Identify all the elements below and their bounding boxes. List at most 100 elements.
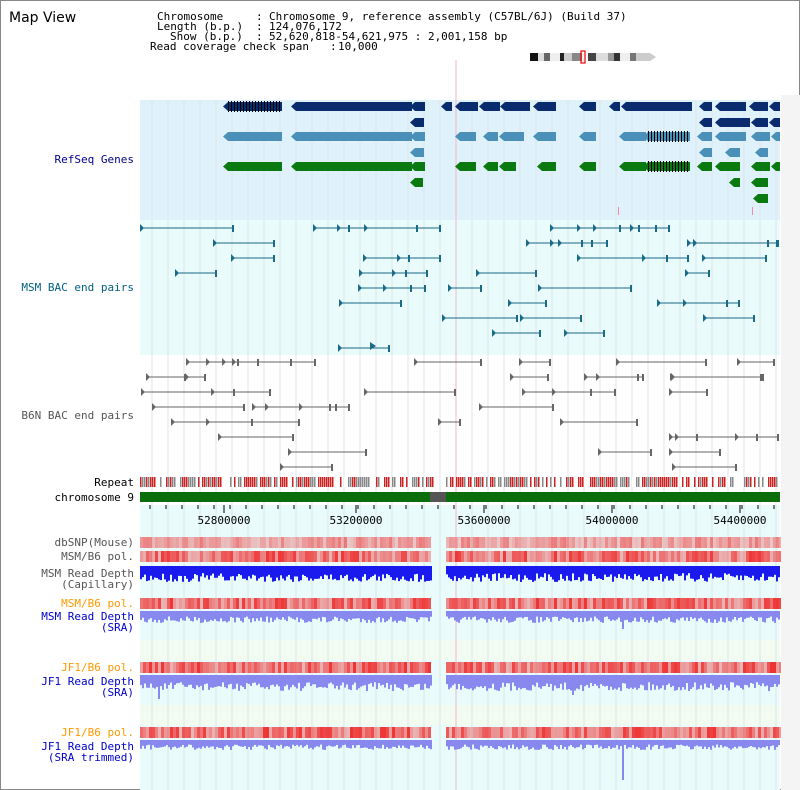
jf1-pol-heat	[521, 662, 524, 673]
jf1-depth-sra	[702, 675, 704, 690]
msm-depth-sra	[210, 611, 212, 620]
track-label-b6n-bac[interactable]: B6N BAC end pairs	[21, 409, 134, 422]
msm-depth-cap	[762, 566, 764, 574]
jf1-pol-heat	[767, 662, 770, 673]
msm-pol-heat	[224, 551, 227, 562]
repeat-mark	[268, 477, 270, 487]
jf1-depth-sra	[186, 675, 188, 687]
msm-depth-sra	[604, 611, 606, 617]
jf1-depth-trim	[482, 740, 484, 747]
track-label-jf1-b6-pol-2[interactable]: JF1/B6 pol.	[61, 726, 134, 739]
dbsnp-heat	[566, 537, 569, 548]
repeat-mark	[624, 477, 626, 487]
jf1-pol2-heat	[311, 727, 314, 738]
track-label-refseq[interactable]: RefSeq Genes	[54, 153, 134, 166]
msm-depth-sra	[426, 611, 428, 618]
jf1-depth-trim	[690, 740, 692, 750]
jf1-depth-sra	[148, 675, 150, 688]
dbsnp-heat	[494, 537, 497, 548]
jf1-pol2-heat	[728, 727, 731, 738]
jf1-depth-trim	[310, 740, 312, 748]
jf1-depth-trim	[660, 740, 662, 747]
msm-depth-sra	[290, 611, 292, 618]
repeat-mark	[430, 477, 432, 487]
repeat-mark	[646, 477, 648, 487]
b6n-bac-end	[314, 359, 316, 366]
msm-depth-cap	[532, 566, 534, 582]
b6n-bac-end	[672, 463, 676, 471]
jf1-depth-trim	[232, 740, 234, 747]
msm-depth-cap	[192, 566, 194, 579]
jf1-pol2-heat	[230, 727, 233, 738]
repeat-mark	[386, 477, 388, 487]
jf1-depth-trim	[430, 740, 432, 750]
jf1-depth-trim	[638, 740, 640, 748]
track-label-jf1-depth-trimmed[interactable]: JF1 Read Depth (SRA trimmed)	[41, 740, 134, 764]
jf1-depth-trim	[200, 740, 202, 749]
msm-depth-sra	[192, 611, 194, 622]
jf1-pol-heat	[707, 662, 710, 673]
msm-pol-heat	[524, 551, 527, 562]
jf1-pol-heat	[644, 662, 647, 673]
msm-depth-sra	[170, 611, 172, 621]
jf1-depth-sra	[340, 675, 342, 686]
jf1-pol-heat	[617, 662, 620, 673]
repeat-mark	[298, 477, 300, 487]
repeat-mark	[618, 477, 620, 487]
msm-bac-end	[363, 254, 367, 262]
dbsnp-heat	[458, 537, 461, 548]
track-label-dbsnp[interactable]: dbSNP(Mouse)	[54, 536, 134, 549]
track-label-msm-depth-sra[interactable]: MSM Read Depth (SRA)	[41, 610, 134, 634]
jf1-depth-trim	[696, 740, 698, 746]
msm-pol2-heat	[560, 598, 563, 609]
track-label-msm-depth-capillary[interactable]: MSM Read Depth (Capillary)	[41, 567, 134, 591]
msm-depth-sra	[238, 611, 240, 618]
ideogram-band	[620, 53, 630, 61]
msm-bac-end	[439, 225, 441, 232]
msm-pol-heat	[767, 551, 770, 562]
repeat-mark	[296, 477, 298, 487]
msm-pol-heat	[500, 551, 503, 562]
jf1-pol-heat	[500, 662, 503, 673]
gene-arrow	[410, 178, 415, 187]
msm-pol2-heat	[635, 598, 638, 609]
jf1-depth-sra	[566, 675, 568, 690]
msm-pol-heat	[581, 551, 584, 562]
repeat-mark	[524, 477, 526, 487]
jf1-pol-heat	[512, 662, 515, 673]
repeat-mark	[702, 477, 704, 487]
track-label-msm-bac[interactable]: MSM BAC end pairs	[21, 281, 134, 294]
jf1-depth-trim	[416, 740, 418, 748]
msm-depth-cap	[194, 566, 196, 575]
msm-pol2-heat	[224, 598, 227, 609]
track-label-jf1-b6-pol-1[interactable]: JF1/B6 pol.	[61, 661, 134, 674]
jf1-pol-heat	[761, 662, 764, 673]
msm-pol2-heat	[446, 598, 449, 609]
track-label-msm-b6-pol-1[interactable]: MSM/B6 pol.	[61, 550, 134, 563]
msm-pol2-heat	[740, 598, 743, 609]
msm-depth-cap	[584, 566, 586, 574]
msm-depth-cap	[248, 566, 250, 577]
track-label-msm-b6-pol-2[interactable]: MSM/B6 pol.	[61, 597, 134, 610]
track-label-jf1-depth-sra[interactable]: JF1 Read Depth (SRA)	[41, 675, 134, 699]
msm-depth-cap	[380, 566, 382, 581]
dbsnp-heat	[758, 537, 761, 548]
msm-depth-sra	[212, 611, 214, 621]
jf1-pol2-heat	[143, 727, 146, 738]
msm-pol-heat	[779, 551, 782, 562]
jf1-depth-sra	[194, 675, 196, 690]
msm-depth-sra	[762, 611, 764, 622]
gene-block	[296, 132, 412, 141]
gene-block	[296, 102, 412, 111]
msm-depth-sra	[536, 611, 538, 617]
jf1-pol-heat	[395, 662, 398, 673]
jf1-depth-sra	[268, 675, 270, 690]
jf1-pol-heat	[233, 662, 236, 673]
jf1-pol-heat	[602, 662, 605, 673]
msm-depth-sra	[688, 611, 690, 621]
jf1-pol2-heat	[221, 727, 224, 738]
chromosome-value: Chromosome 9, reference assembly (C57BL/…	[269, 10, 627, 23]
repeat-mark	[752, 477, 754, 487]
repeat-mark	[332, 477, 334, 487]
jf1-pol2-heat	[302, 727, 305, 738]
